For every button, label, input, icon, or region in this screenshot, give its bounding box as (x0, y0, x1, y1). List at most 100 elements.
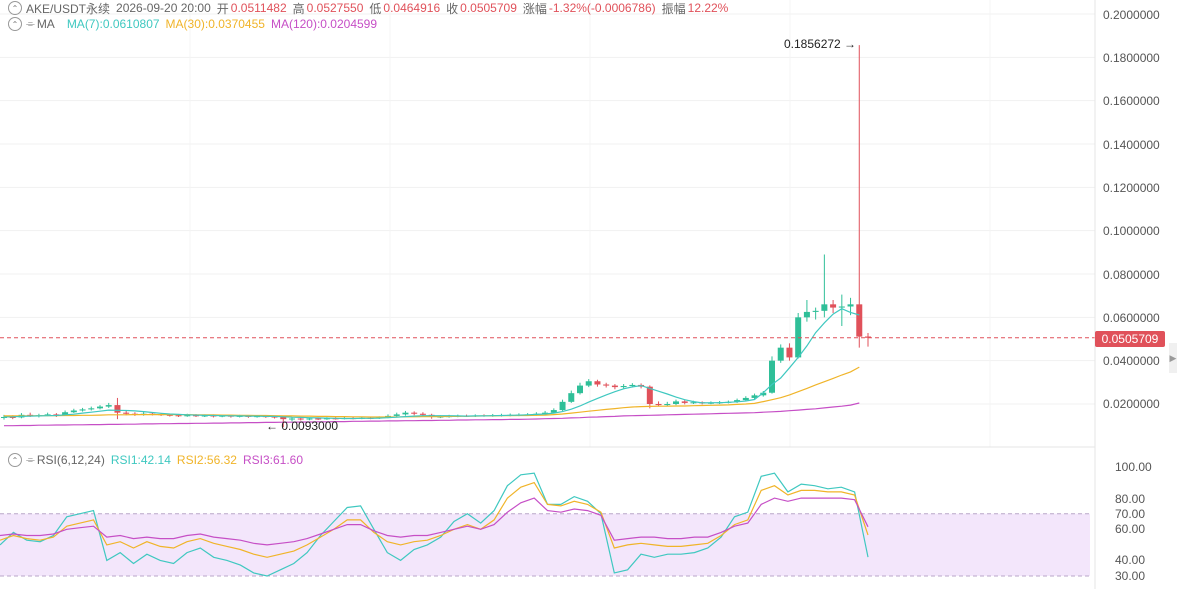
candle-body (611, 385, 618, 388)
change-label: 涨幅 (522, 1, 547, 16)
rsi3-value: RSI3:61.60 (242, 453, 303, 467)
candle-body (306, 418, 313, 420)
ma120-line (4, 402, 860, 427)
collapse-chevron-icon[interactable]: ⌃ (8, 1, 22, 15)
high-value: 0.0527550 (306, 1, 364, 15)
rsi3-line (0, 497, 869, 546)
collapse-chevron-icon[interactable]: ⌃ (8, 17, 22, 31)
datetime-label: 2026-09-20 20:00 (116, 1, 211, 15)
candle-body (664, 404, 671, 406)
change-value: -1.32%(-0.0006786) (548, 1, 656, 15)
candle-body (184, 415, 191, 417)
candle-body (585, 381, 592, 386)
candle-body (646, 386, 653, 404)
candle-body (838, 306, 845, 308)
candle-body (70, 410, 77, 413)
candle-body (271, 416, 278, 418)
candle-body (577, 385, 583, 394)
open-label: 开 (216, 1, 229, 16)
rsi-axis-label: 30.00 (1115, 569, 1146, 583)
candle-body (1, 417, 7, 418)
alert-bell-icon[interactable]: ⌯ (26, 17, 35, 30)
price-axis-label: 0.0200000 (1103, 397, 1160, 411)
price-axis-label: 0.2000000 (1103, 8, 1160, 22)
candle-body (411, 412, 418, 414)
candle-body (175, 415, 182, 417)
high-label: 高 (292, 1, 305, 16)
rsi-label: RSI(6,12,24) (36, 453, 105, 467)
candle-body (280, 417, 287, 420)
candle-body (803, 311, 810, 318)
candle-body (777, 347, 784, 361)
ohlc-header: ⌃ AKE/USDT永续 2026-09-20 20:00 开 0.051148… (8, 0, 734, 16)
candle-body (79, 409, 86, 411)
price-axis-label: 0.1800000 (1103, 51, 1160, 65)
candle-body (393, 414, 400, 416)
ma30-line (4, 366, 860, 418)
rsi-legend: ⌃ ⌯ RSI(6,12,24) RSI1:42.14 RSI2:56.32 R… (8, 452, 309, 468)
current-price-tag: 0.0505709 (1095, 331, 1165, 347)
candle-body (53, 414, 60, 416)
candle-body (201, 415, 208, 417)
candle-body (97, 406, 103, 409)
rsi2-value: RSI2:56.32 (176, 453, 237, 467)
candle-body (402, 412, 409, 415)
alert-bell-icon[interactable]: ⌯ (26, 453, 35, 466)
close-value: 0.0505709 (460, 1, 517, 15)
candle-body (550, 410, 557, 413)
candle-body (655, 404, 662, 406)
rsi-overbought-oversold-band (0, 513, 1090, 576)
rsi-axis-label: 40.00 (1115, 553, 1146, 567)
rsi-axis-label: 70.00 (1115, 507, 1146, 521)
candle-body (88, 408, 95, 410)
candle-body (629, 384, 636, 387)
low-label: 低 (369, 1, 382, 16)
price-axis-label: 0.0600000 (1103, 311, 1160, 325)
ma-label: MA (36, 17, 55, 31)
candle-body (114, 405, 121, 413)
candle-body (681, 401, 688, 403)
candle-body (690, 402, 697, 404)
rsi-axis-label: 60.00 (1115, 522, 1146, 536)
candle-body (123, 412, 130, 414)
candle-body (166, 414, 173, 416)
rsi-axis-label: 100.00 (1115, 460, 1152, 474)
rsi2-line (0, 481, 869, 558)
scroll-right-icon[interactable]: ▶ (1169, 343, 1177, 373)
low-value: 0.0464916 (383, 1, 441, 15)
candle-body (734, 400, 741, 402)
price-axis-label: 0.1600000 (1103, 94, 1160, 108)
candle-body (419, 413, 426, 415)
candle-body (786, 347, 793, 358)
candle-body (594, 381, 601, 385)
candle-body (297, 418, 304, 420)
collapse-chevron-icon[interactable]: ⌃ (8, 453, 22, 467)
amplitude-label: 振幅 (661, 1, 686, 16)
candle-body (812, 310, 819, 312)
candle-body (603, 384, 610, 386)
ma-legend: ⌃ ⌯ MA MA(7):0.0610807 MA(30):0.0370455 … (8, 16, 383, 32)
candle-body (742, 397, 749, 401)
ma7-value: MA(7):0.0610807 (66, 17, 160, 31)
candle-body (315, 418, 322, 420)
price-axis-label: 0.1400000 (1103, 138, 1160, 152)
symbol-label: AKE/USDT永续 (26, 1, 111, 16)
candle-body (769, 360, 775, 393)
candle-body (865, 336, 871, 338)
ma7-line (3, 308, 860, 420)
price-axis-label: 0.1000000 (1103, 224, 1160, 238)
candle-body (105, 405, 112, 407)
max-price-annotation: 0.1856272 → (784, 37, 857, 51)
candle-body (62, 412, 69, 416)
candle-body (847, 304, 854, 307)
ma30-value: MA(30):0.0370455 (165, 17, 265, 31)
min-price-annotation: ← 0.0093000 (266, 419, 339, 433)
candle-body (821, 304, 828, 311)
candle-body (193, 415, 199, 417)
amplitude-value: 12.22% (687, 1, 729, 15)
close-label: 收 (446, 1, 459, 16)
candle-body (830, 304, 837, 308)
candle-body (760, 392, 767, 396)
candle-body (542, 412, 549, 414)
